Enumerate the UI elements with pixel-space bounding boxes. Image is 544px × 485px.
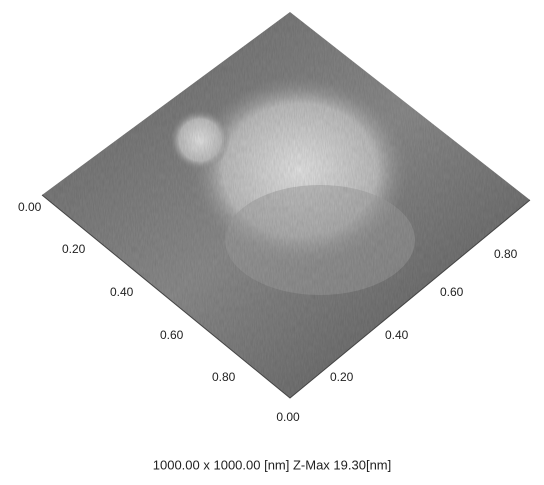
page: {"left_axis": {"ticks": ["0.00", "0.20",… bbox=[0, 0, 544, 485]
afm-image: 0.00 0.20 0.40 0.60 0.80 0.00 0.20 0.40 … bbox=[0, 0, 544, 485]
right-tick-label: 0.80 bbox=[494, 247, 518, 261]
left-tick-label: 0.20 bbox=[62, 242, 86, 256]
caption: 1000.00 x 1000.00 [nm] Z-Max 19.30[nm] bbox=[153, 457, 391, 472]
surface bbox=[42, 12, 530, 398]
right-tick-label: 0.20 bbox=[330, 370, 354, 384]
left-tick-label: 0.40 bbox=[110, 285, 134, 299]
right-tick-label: 0.00 bbox=[276, 410, 300, 424]
right-tick-label: 0.60 bbox=[440, 285, 464, 299]
right-tick-label: 0.40 bbox=[385, 328, 409, 342]
left-tick-label: 0.00 bbox=[18, 200, 42, 214]
left-tick-label: 0.80 bbox=[212, 370, 236, 384]
left-tick-label: 0.60 bbox=[160, 328, 184, 342]
